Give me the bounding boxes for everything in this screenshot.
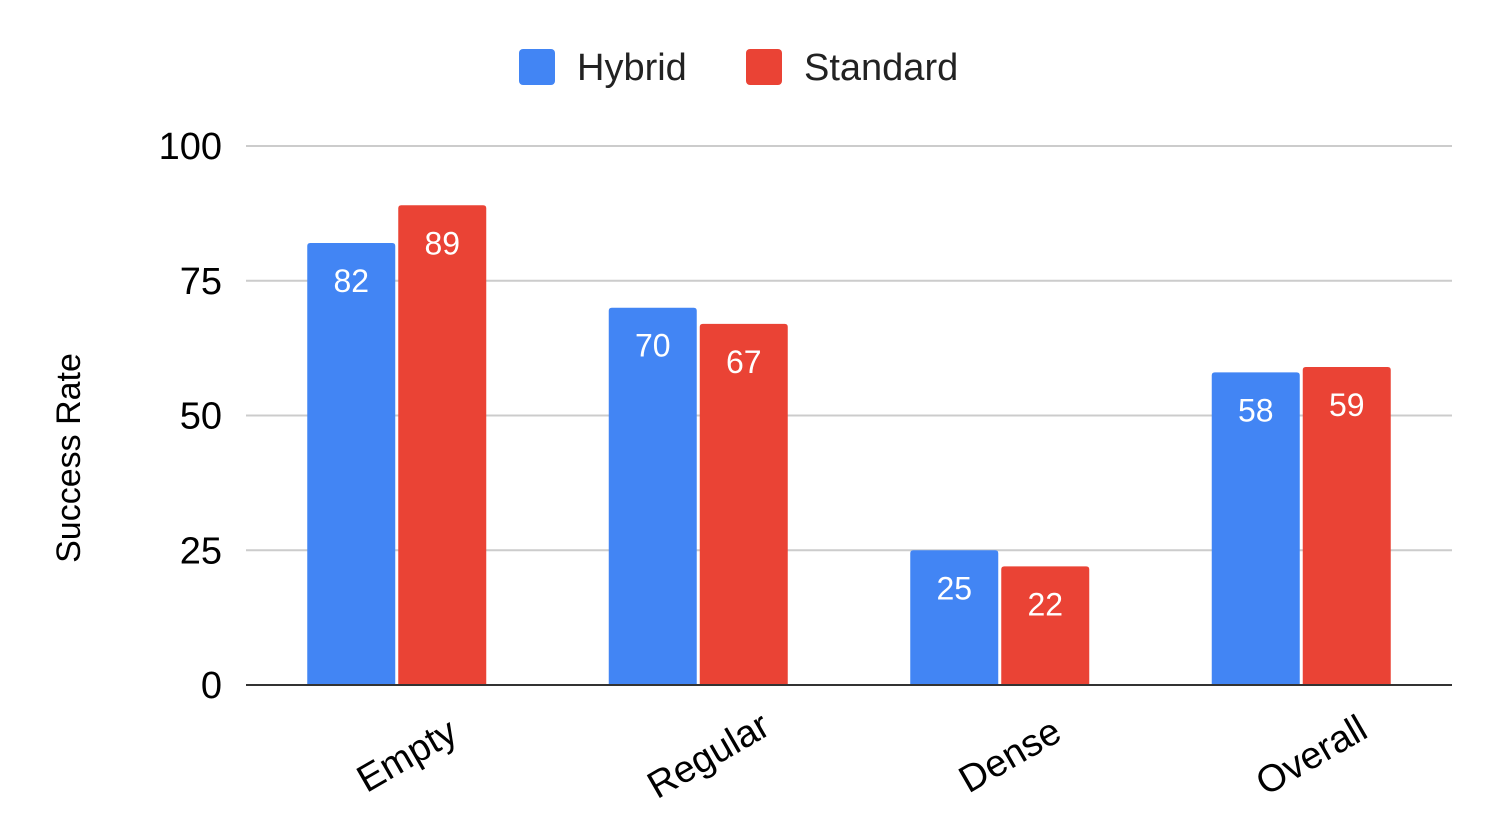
data-label-hybrid-regular: 70 xyxy=(635,328,671,364)
y-axis-ticks: 0 25 50 75 100 xyxy=(159,126,222,707)
data-label-standard-regular: 67 xyxy=(726,344,762,380)
bar-hybrid-regular xyxy=(608,307,697,685)
bar-standard-overall xyxy=(1302,366,1391,685)
bar-standard-dense xyxy=(1001,566,1090,685)
legend-label-standard: Standard xyxy=(804,47,958,89)
y-tick-label-0: 0 xyxy=(201,665,222,707)
data-label-standard-empty: 89 xyxy=(424,225,460,261)
bar-standard-regular xyxy=(699,323,788,685)
x-category-label-dense: Dense xyxy=(952,710,1068,801)
y-tick-label-75: 75 xyxy=(180,261,222,303)
y-axis-title: Success Rate xyxy=(50,353,88,563)
bars xyxy=(307,205,1391,686)
data-label-standard-overall: 59 xyxy=(1329,387,1365,423)
x-category-label-empty: Empty xyxy=(350,711,464,801)
bar-hybrid-empty xyxy=(307,243,396,685)
x-category-label-regular: Regular xyxy=(641,704,778,807)
data-labels: 82 89 70 67 25 22 58 59 xyxy=(333,225,1364,622)
x-axis-categories: Empty Regular Dense Overall xyxy=(350,704,1374,807)
bar-standard-empty xyxy=(398,205,487,686)
y-tick-label-25: 25 xyxy=(180,530,222,572)
data-label-standard-dense: 22 xyxy=(1027,586,1063,622)
x-category-label-overall: Overall xyxy=(1249,708,1374,805)
legend-swatch-standard xyxy=(746,49,782,85)
bar-hybrid-dense xyxy=(910,550,999,685)
y-tick-label-100: 100 xyxy=(159,126,222,168)
data-label-hybrid-dense: 25 xyxy=(936,570,972,606)
bar-hybrid-overall xyxy=(1211,372,1300,685)
data-label-hybrid-empty: 82 xyxy=(333,263,369,299)
legend-label-hybrid: Hybrid xyxy=(577,47,687,89)
data-label-hybrid-overall: 58 xyxy=(1238,392,1274,428)
y-tick-label-50: 50 xyxy=(180,396,222,438)
legend-swatch-hybrid xyxy=(519,49,555,85)
legend: Hybrid Standard xyxy=(519,47,958,89)
